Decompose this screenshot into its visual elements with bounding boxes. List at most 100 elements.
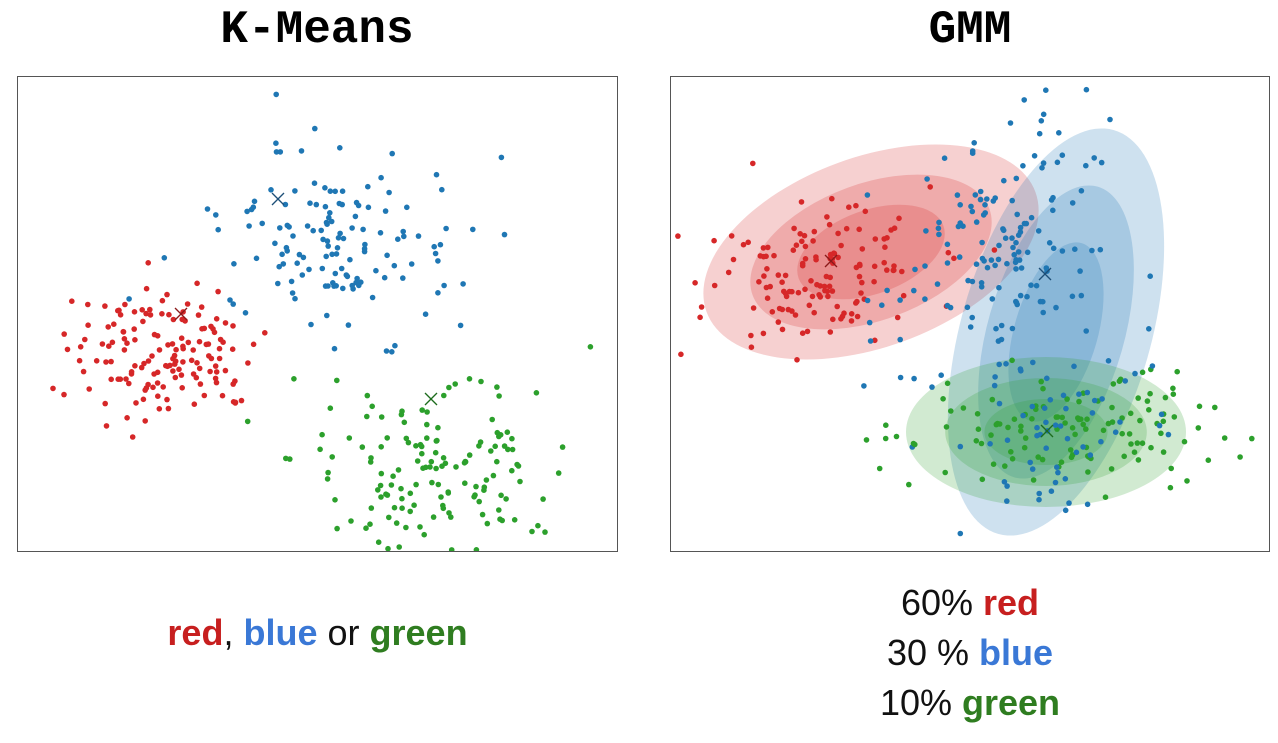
green-point bbox=[369, 403, 376, 410]
red-point bbox=[775, 272, 782, 278]
green-centroid-marker bbox=[424, 392, 438, 406]
red-point bbox=[951, 255, 957, 262]
blue-point bbox=[1105, 358, 1112, 364]
green-point bbox=[1067, 447, 1074, 453]
blue-point bbox=[993, 325, 999, 332]
green-point bbox=[424, 409, 430, 415]
blue-point bbox=[439, 186, 445, 193]
blue-point bbox=[996, 242, 1002, 249]
green-point bbox=[378, 414, 385, 420]
green-point bbox=[1131, 449, 1138, 456]
red-point bbox=[102, 303, 108, 309]
green-point bbox=[405, 439, 412, 446]
red-point bbox=[193, 374, 200, 381]
blue-point bbox=[1083, 328, 1089, 334]
red-point bbox=[176, 366, 182, 373]
blue-point bbox=[382, 208, 389, 214]
blue-point bbox=[334, 245, 341, 251]
blue-point bbox=[1083, 162, 1089, 169]
green-point bbox=[988, 432, 994, 438]
green-point bbox=[1080, 421, 1086, 428]
blue-point bbox=[1029, 403, 1036, 410]
green-point bbox=[1100, 427, 1107, 434]
green-point bbox=[399, 495, 405, 502]
blue-point bbox=[325, 243, 332, 249]
blue-point bbox=[332, 270, 339, 277]
green-point bbox=[424, 421, 430, 428]
green-point bbox=[1072, 431, 1078, 438]
green-point bbox=[942, 469, 948, 476]
blue-point bbox=[897, 336, 903, 343]
blue-point bbox=[1048, 488, 1055, 495]
green-point bbox=[1249, 435, 1255, 442]
green-point bbox=[863, 437, 870, 443]
green-point bbox=[1009, 357, 1015, 364]
red-point bbox=[131, 309, 138, 315]
red-point bbox=[213, 316, 220, 322]
blue-point bbox=[990, 198, 997, 204]
red-point bbox=[142, 418, 148, 424]
blue-point bbox=[326, 214, 332, 221]
green-point bbox=[446, 384, 452, 391]
blue-point bbox=[320, 236, 326, 243]
caption-comma: , bbox=[223, 612, 234, 653]
blue-point bbox=[298, 148, 305, 154]
blue-point bbox=[126, 296, 132, 302]
red-point bbox=[827, 329, 834, 335]
red-point bbox=[103, 423, 110, 429]
red-point bbox=[756, 279, 762, 285]
red-point bbox=[728, 233, 735, 239]
green-point bbox=[418, 443, 425, 450]
red-point bbox=[105, 324, 111, 330]
blue-point bbox=[1077, 268, 1083, 274]
blue-point bbox=[378, 174, 384, 181]
red-point bbox=[764, 266, 770, 272]
red-point bbox=[230, 381, 236, 387]
red-point bbox=[760, 330, 767, 337]
red-point bbox=[802, 243, 809, 250]
red-point bbox=[229, 346, 236, 353]
green-point bbox=[533, 390, 540, 396]
blue-point bbox=[897, 374, 904, 381]
blue-point bbox=[1076, 391, 1082, 398]
blue-point bbox=[1043, 445, 1049, 452]
blue-point bbox=[973, 261, 980, 267]
red-point bbox=[198, 304, 205, 310]
kmeans-plot bbox=[17, 76, 618, 552]
green-point bbox=[462, 458, 469, 465]
red-point bbox=[826, 283, 833, 290]
green-point bbox=[440, 455, 447, 461]
green-point bbox=[385, 545, 391, 551]
green-point bbox=[497, 516, 503, 522]
green-point bbox=[1053, 414, 1060, 420]
blue-point bbox=[1056, 130, 1062, 136]
red-point bbox=[212, 363, 219, 369]
red-point bbox=[678, 351, 684, 358]
red-point bbox=[149, 353, 155, 359]
red-point bbox=[804, 328, 811, 335]
green-point bbox=[1030, 477, 1037, 483]
blue-point bbox=[292, 188, 298, 194]
blue-point bbox=[1041, 405, 1048, 412]
blue-point bbox=[227, 297, 233, 303]
blue-point bbox=[1028, 214, 1035, 221]
green-point bbox=[501, 443, 508, 449]
red-point bbox=[126, 380, 132, 387]
blue-point bbox=[1036, 130, 1043, 137]
green-point bbox=[413, 481, 419, 488]
blue-point bbox=[277, 149, 284, 155]
green-point bbox=[509, 446, 516, 453]
red-point bbox=[50, 385, 56, 392]
red-point bbox=[871, 278, 877, 285]
red-point bbox=[121, 336, 128, 342]
blue-point bbox=[1031, 153, 1038, 159]
green-point bbox=[1008, 449, 1014, 455]
blue-point bbox=[276, 263, 283, 270]
green-point bbox=[378, 470, 385, 477]
green-point bbox=[384, 492, 391, 498]
blue-point bbox=[328, 218, 335, 225]
red-point bbox=[782, 272, 789, 279]
green-point bbox=[453, 464, 459, 470]
green-point bbox=[1139, 369, 1146, 376]
blue-point bbox=[968, 203, 974, 210]
